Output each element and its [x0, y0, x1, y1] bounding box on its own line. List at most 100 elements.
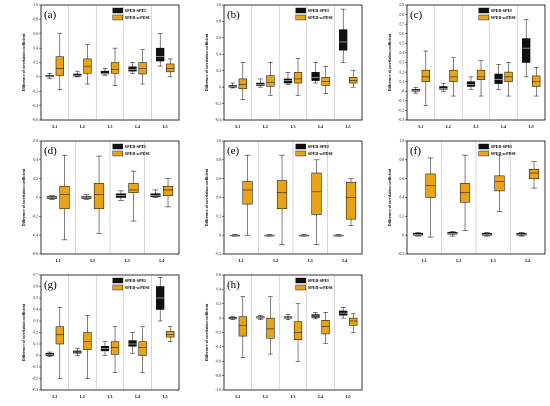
box-body — [421, 69, 430, 82]
category-label: L1 — [422, 258, 427, 263]
box-spei — [516, 232, 527, 237]
box-spei — [311, 62, 320, 84]
box-scpdsi — [238, 62, 247, 100]
box-scpdsi — [504, 62, 513, 97]
y-tick-label: -0.3 — [398, 118, 404, 122]
box-spei — [46, 195, 58, 200]
y-tick-label: 1.0 — [217, 139, 222, 143]
box-scpdsi — [528, 161, 540, 189]
box-body — [466, 81, 476, 87]
box-spei — [339, 8, 348, 63]
box-scpdsi — [311, 159, 322, 245]
box-body — [293, 321, 303, 340]
y-tick-label: 0.8 — [400, 158, 405, 162]
box-scpdsi — [349, 70, 358, 88]
box-body — [128, 340, 137, 347]
panel-a: -0.6 -0.4 -0.2 0 0.2 0.4 0.6 0.8 1.0 Difference o… — [1, 1, 182, 134]
box-scpdsi — [421, 50, 430, 106]
panel-d: -0.6 -0.4 -0.2 0 0.2 0.4 0.6 Difference of corr… — [1, 137, 182, 268]
category-label: L2 — [273, 258, 278, 263]
box-scpdsi — [532, 67, 541, 97]
panel-label: (g) — [44, 279, 57, 291]
y-tick-label: 0.2 — [217, 69, 222, 73]
box-body — [242, 181, 253, 205]
legend-swatch — [295, 7, 306, 14]
box-spei — [412, 232, 424, 237]
category-label: L5 — [529, 124, 534, 129]
box-spei — [311, 312, 320, 320]
legend-label: SPEIl-SPEI — [491, 8, 513, 13]
y-axis-label: Difference of correlation coefficient — [22, 168, 26, 226]
box-body — [345, 182, 357, 220]
category-label: L2 — [263, 124, 268, 129]
legend-label: SPEIl-SPEI — [308, 278, 330, 283]
box-spei — [283, 72, 293, 85]
legend-label: SPEIl-scPDSI — [125, 151, 150, 156]
panel-label: (h) — [227, 279, 240, 291]
panel-label: (c) — [410, 9, 423, 21]
box-spei — [298, 233, 310, 237]
box-body — [256, 82, 265, 86]
box-body — [425, 173, 436, 198]
y-tick-label: 0.4 — [217, 288, 222, 292]
box-body — [59, 185, 70, 210]
box-scpdsi — [276, 154, 288, 245]
y-tick-label: 0.4 — [34, 158, 39, 162]
box-spei — [339, 307, 348, 319]
category-label: L3 — [108, 394, 113, 399]
plot-frame — [223, 4, 363, 121]
box-scpdsi — [110, 326, 120, 373]
box-body — [156, 47, 165, 62]
y-tick-label: -0.4 — [215, 345, 221, 349]
category-label: L3 — [474, 124, 479, 129]
box-spei — [283, 314, 293, 320]
chart-svg: -1.0 -0.8 -0.6 -0.4 -0.2 0 0.2 0.4 0.6 Difference… — [205, 273, 363, 399]
box-body — [494, 73, 503, 84]
box-scpdsi — [138, 49, 147, 85]
box-spei — [466, 76, 476, 90]
box-scpdsi — [494, 154, 505, 212]
box-body — [449, 69, 458, 82]
y-tick-label: 0.4 — [34, 46, 39, 50]
box-scpdsi — [93, 155, 105, 234]
y-tick-label: 0.6 — [400, 177, 405, 181]
y-tick-label: 0.6 — [217, 177, 222, 181]
y-tick-label: 1.0 — [400, 139, 405, 143]
legend-swatch — [478, 14, 489, 21]
y-tick-label: -0.2 — [32, 377, 38, 381]
category-label: L3 — [491, 258, 496, 263]
category-label: L1 — [418, 124, 423, 129]
box-scpdsi — [321, 66, 330, 94]
box-scpdsi — [162, 178, 174, 208]
y-tick-label: 0.8 — [217, 158, 222, 162]
panel-label: (d) — [44, 145, 57, 157]
y-tick-label: -0.8 — [215, 374, 221, 378]
box-body — [532, 75, 541, 87]
y-tick-label: -0.6 — [215, 359, 221, 363]
y-tick-label: 0.2 — [400, 215, 405, 219]
category-label: L4 — [501, 124, 507, 129]
box-body — [238, 316, 247, 337]
legend-swatch — [478, 7, 489, 14]
box-scpdsi — [321, 312, 330, 344]
y-tick-label: 0.2 — [217, 215, 222, 219]
y-tick-label: 0.3 — [400, 61, 405, 65]
box-body — [150, 193, 161, 197]
box-spei — [522, 19, 531, 78]
box-spei — [228, 82, 237, 89]
legend-swatch — [295, 143, 306, 150]
legend-label: SPEIl-SPEI — [125, 278, 147, 283]
y-tick-label: 0.4 — [400, 51, 405, 55]
box-body — [238, 78, 247, 90]
box-body — [128, 183, 139, 194]
box-spei — [156, 33, 165, 67]
box-body — [55, 326, 64, 345]
legend-swatch — [112, 7, 123, 14]
y-tick-label: 0.5 — [400, 42, 405, 46]
y-tick-label: -0.4 — [32, 233, 38, 237]
legend-swatch — [478, 143, 489, 150]
legend-label: SPEIl-scPDSI — [125, 285, 150, 290]
box-spei — [228, 316, 237, 320]
y-tick-label: 0.6 — [34, 285, 39, 289]
y-tick-label: -0.2 — [215, 331, 221, 335]
